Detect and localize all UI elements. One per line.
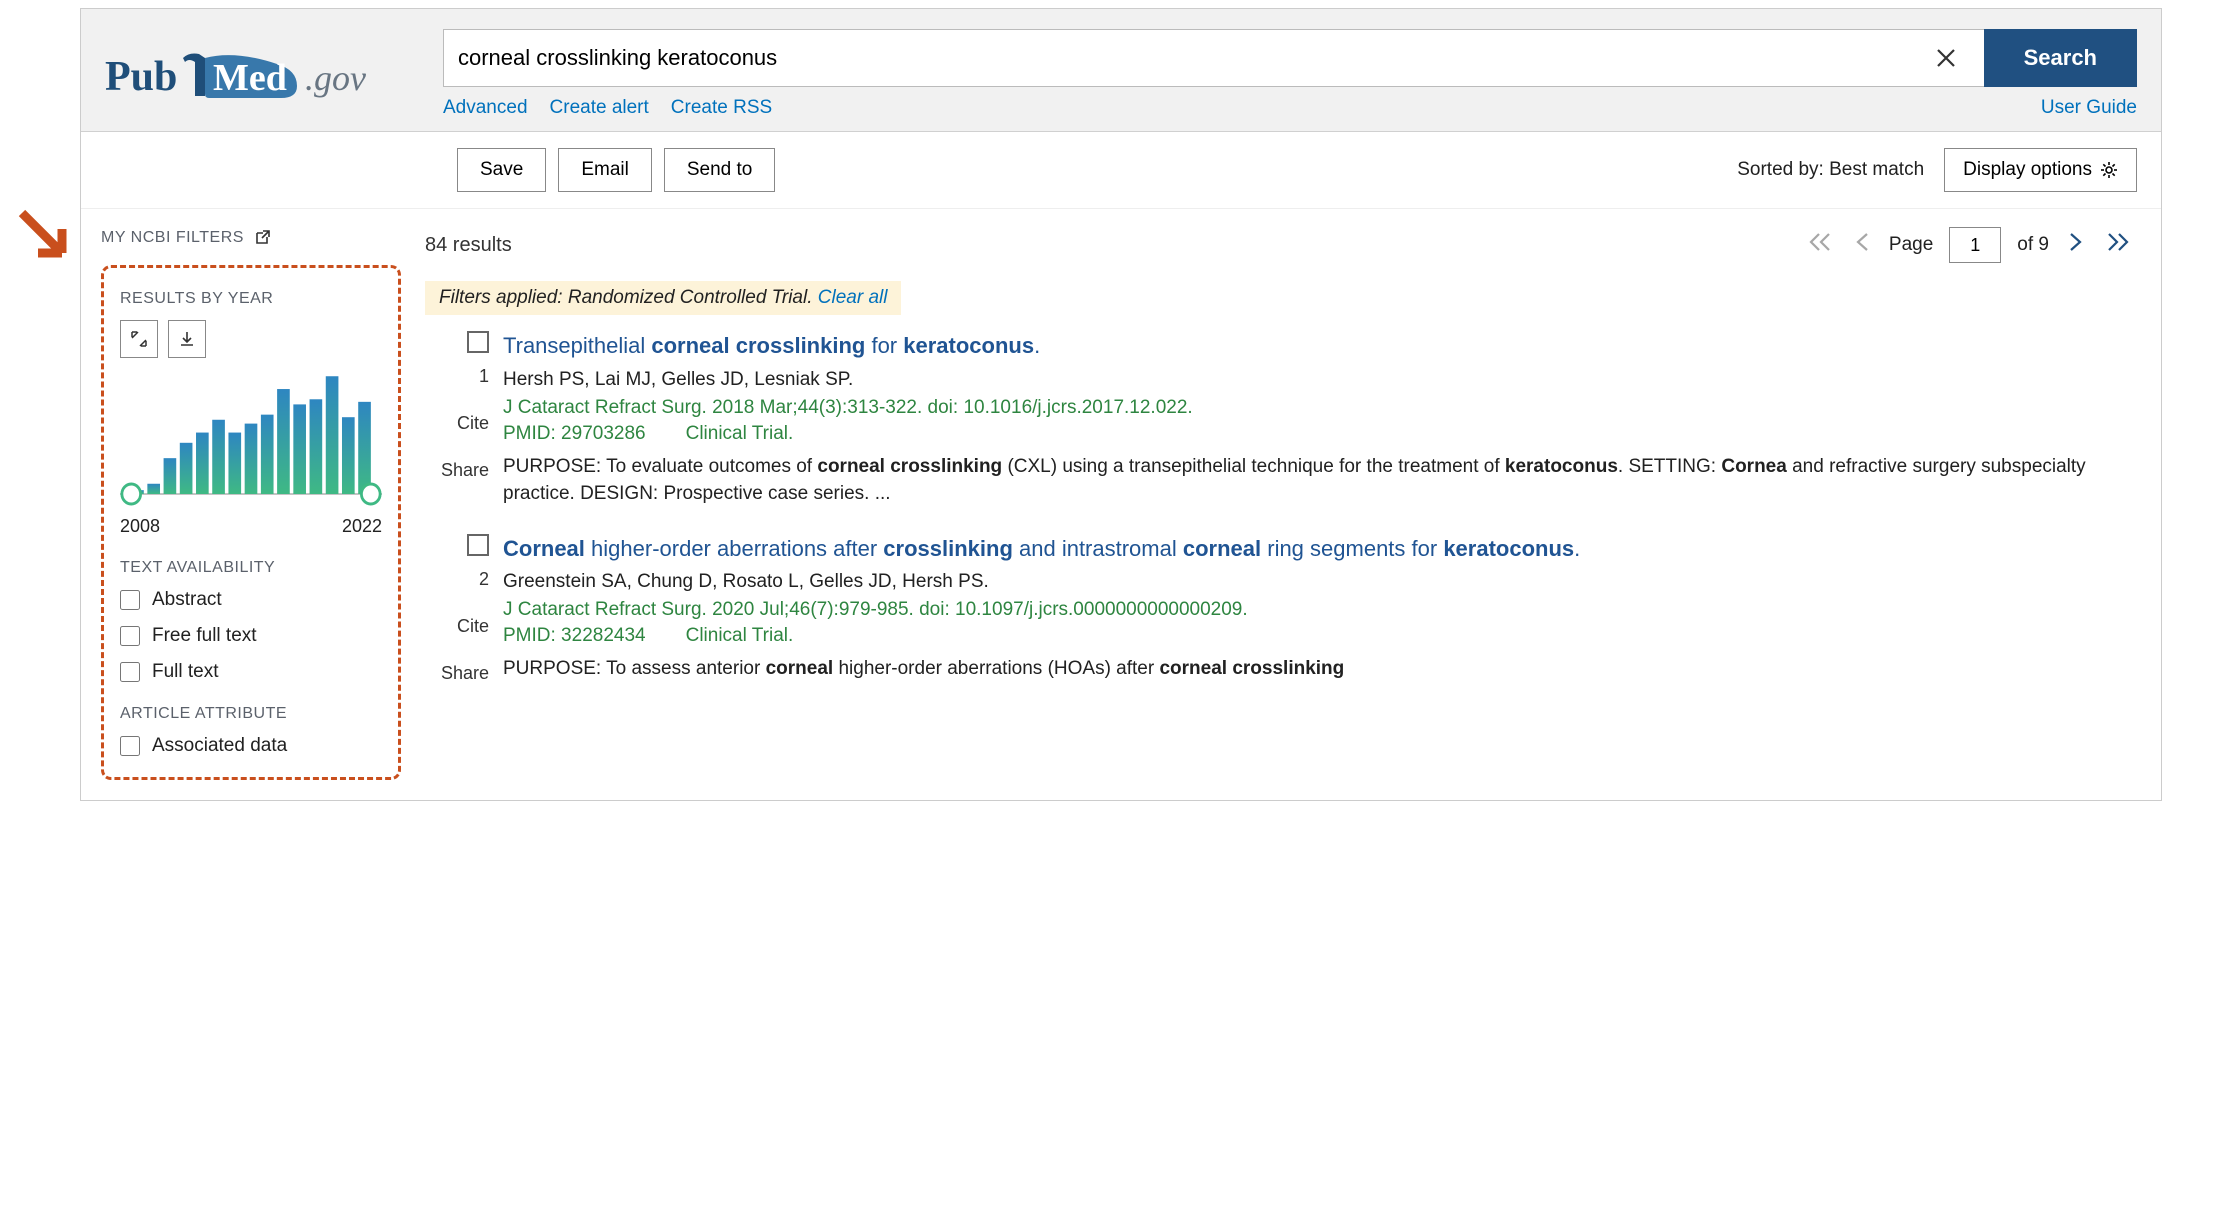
checkbox[interactable] — [120, 626, 140, 646]
callout-arrow-icon — [16, 207, 76, 267]
result-body: Corneal higher-order aberrations after c… — [503, 534, 2133, 710]
year-start: 2008 — [120, 516, 160, 537]
svg-text:.gov: .gov — [305, 58, 366, 98]
result-body: Transepithelial corneal crosslinking for… — [503, 331, 2133, 508]
search-row: Search — [443, 29, 2137, 87]
sendto-button[interactable]: Send to — [664, 148, 776, 192]
result-title[interactable]: Corneal higher-order aberrations after c… — [503, 534, 2133, 564]
search-box — [443, 29, 1984, 87]
year-chart-labels: 2008 2022 — [120, 516, 382, 537]
result-pmid-row: PMID: 29703286 Clinical Trial. — [503, 423, 2133, 445]
filters-highlight-box: RESULTS BY YEAR 2008 2022 TEXT AVAIL — [101, 265, 401, 780]
result-checkbox[interactable] — [467, 331, 489, 353]
result-authors: Greenstein SA, Chung D, Rosato L, Gelles… — [503, 571, 2133, 593]
result-checkbox[interactable] — [467, 534, 489, 556]
result-number: 2 — [425, 569, 489, 590]
share-link[interactable]: Share — [425, 460, 489, 481]
download-icon — [178, 330, 196, 348]
year-end: 2022 — [342, 516, 382, 537]
last-page-icon[interactable] — [2103, 230, 2133, 260]
pager: Page of 9 — [1805, 227, 2133, 263]
external-link-icon — [254, 230, 270, 246]
pmid: PMID: 29703286 — [503, 423, 646, 444]
sidebar: MY NCBI FILTERS RESULTS BY YEAR — [81, 209, 421, 800]
result-actions: 2 Cite Share — [425, 534, 489, 710]
result-title[interactable]: Transepithelial corneal crosslinking for… — [503, 331, 2133, 361]
header: Pub Med .gov Search Advanced Create aler — [81, 9, 2161, 132]
svg-text:Med: Med — [213, 57, 287, 99]
first-page-icon[interactable] — [1805, 230, 1835, 260]
result-snippet: PURPOSE: To assess anterior corneal high… — [503, 655, 2133, 683]
results-toolbar: Save Email Send to Sorted by: Best match… — [81, 132, 2161, 209]
search-button[interactable]: Search — [1984, 29, 2137, 87]
results-by-year-header: RESULTS BY YEAR — [120, 290, 382, 308]
pub-type: Clinical Trial. — [686, 423, 794, 444]
checkbox-label: Abstract — [152, 589, 222, 611]
results-header: 84 results Page of 9 — [425, 227, 2133, 263]
create-alert-link[interactable]: Create alert — [550, 97, 649, 119]
result-citation: J Cataract Refract Surg. 2020 Jul;46(7):… — [503, 599, 2133, 621]
app-frame: Pub Med .gov Search Advanced Create aler — [80, 8, 2162, 801]
result-citation: J Cataract Refract Surg. 2018 Mar;44(3):… — [503, 397, 2133, 419]
checkbox-label: Free full text — [152, 625, 257, 647]
page-input[interactable] — [1949, 227, 2001, 263]
result-actions: 1 Cite Share — [425, 331, 489, 508]
page-of: of 9 — [2017, 234, 2049, 256]
cite-link[interactable]: Cite — [425, 616, 489, 637]
user-guide-link[interactable]: User Guide — [2041, 97, 2137, 119]
checkbox[interactable] — [120, 736, 140, 756]
result-pmid-row: PMID: 32282434 Clinical Trial. — [503, 625, 2133, 647]
search-input[interactable] — [458, 45, 1922, 71]
chart-controls — [120, 320, 382, 358]
expand-icon — [130, 330, 148, 348]
result-number: 1 — [425, 366, 489, 387]
results-list: 1 Cite Share Transepithelial corneal crossl… — [425, 331, 2133, 710]
sort-label: Sorted by: Best match — [1737, 159, 1924, 181]
text-availability-options: Abstract Free full text Full text — [120, 589, 382, 683]
search-sublinks: Advanced Create alert Create RSS User Gu… — [443, 97, 2137, 119]
svg-text:Pub: Pub — [105, 54, 177, 100]
display-options-button[interactable]: Display options — [1944, 148, 2137, 192]
checkbox-label: Associated data — [152, 735, 287, 757]
prev-page-icon[interactable] — [1851, 230, 1873, 260]
text-availability-header: TEXT AVAILABILITY — [120, 559, 382, 577]
download-chart-button[interactable] — [168, 320, 206, 358]
my-ncbi-filters-header[interactable]: MY NCBI FILTERS — [101, 229, 401, 247]
result-item: 2 Cite Share Corneal higher-order aberratio… — [425, 534, 2133, 710]
filters-applied-banner: Filters applied: Randomized Controlled T… — [425, 281, 901, 315]
cite-link[interactable]: Cite — [425, 413, 489, 434]
clear-search-icon[interactable] — [1922, 47, 1970, 69]
year-chart[interactable] — [120, 362, 382, 512]
results-count: 84 results — [425, 234, 512, 257]
share-link[interactable]: Share — [425, 663, 489, 684]
create-rss-link[interactable]: Create RSS — [671, 97, 772, 119]
expand-chart-button[interactable] — [120, 320, 158, 358]
article-attribute-options: Associated data — [120, 735, 382, 757]
email-button[interactable]: Email — [558, 148, 652, 192]
page-label: Page — [1889, 234, 1933, 256]
result-authors: Hersh PS, Lai MJ, Gelles JD, Lesniak SP. — [503, 369, 2133, 391]
result-snippet: PURPOSE: To evaluate outcomes of corneal… — [503, 453, 2133, 508]
text-availability-option[interactable]: Full text — [120, 661, 382, 683]
checkbox[interactable] — [120, 590, 140, 610]
next-page-icon[interactable] — [2065, 230, 2087, 260]
body: MY NCBI FILTERS RESULTS BY YEAR — [81, 209, 2161, 800]
result-item: 1 Cite Share Transepithelial corneal crossl… — [425, 331, 2133, 508]
article-attribute-header: ARTICLE ATTRIBUTE — [120, 705, 382, 723]
advanced-link[interactable]: Advanced — [443, 97, 528, 119]
pub-type: Clinical Trial. — [686, 625, 794, 646]
pmid: PMID: 32282434 — [503, 625, 646, 646]
search-column: Search Advanced Create alert Create RSS … — [443, 29, 2137, 119]
text-availability-option[interactable]: Free full text — [120, 625, 382, 647]
checkbox[interactable] — [120, 662, 140, 682]
checkbox-label: Full text — [152, 661, 219, 683]
article-attribute-option[interactable]: Associated data — [120, 735, 382, 757]
text-availability-option[interactable]: Abstract — [120, 589, 382, 611]
clear-all-filters-link[interactable]: Clear all — [818, 287, 888, 308]
pubmed-logo[interactable]: Pub Med .gov — [105, 29, 415, 119]
save-button[interactable]: Save — [457, 148, 546, 192]
results-main: 84 results Page of 9 — [421, 209, 2161, 800]
gear-icon — [2100, 161, 2118, 179]
